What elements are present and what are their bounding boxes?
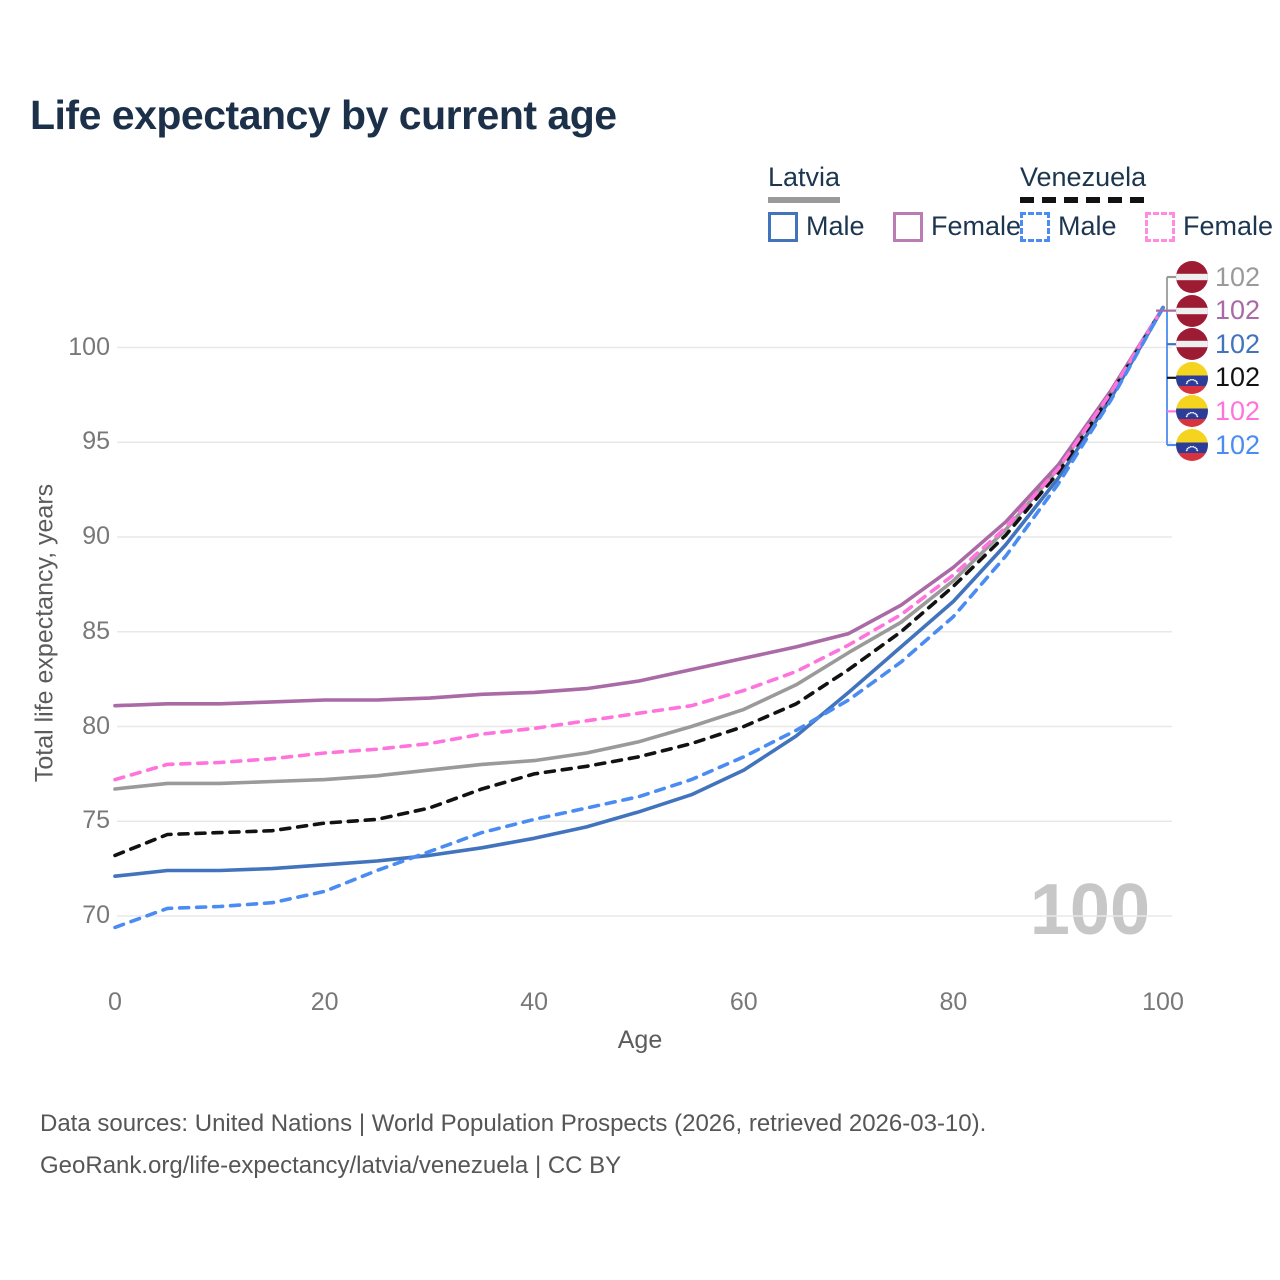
- y-tick-label-85: 85: [82, 616, 110, 645]
- latvia-flag-icon: [1176, 328, 1208, 361]
- y-tick-label-70: 70: [82, 901, 110, 929]
- x-tick-label-80: 80: [939, 988, 968, 1016]
- latvia-line-style-sample: [768, 197, 841, 203]
- y-tick-label-75: 75: [82, 806, 110, 835]
- end-label-row-venezuela-all: 102: [1176, 361, 1260, 395]
- end-label-row-latvia-female: 102: [1176, 294, 1260, 328]
- x-axis-title: Age: [617, 1026, 663, 1054]
- legend-item-latvia-male[interactable]: Male: [768, 211, 865, 242]
- y-tick-label-100: 100: [68, 332, 110, 361]
- latvia-female-swatch: [892, 211, 923, 242]
- venezuela-line-style-sample: [1020, 197, 1147, 203]
- end-label-connector: [1156, 275, 1177, 447]
- x-tick-label-20: 20: [310, 988, 339, 1016]
- series-line-latvia-female[interactable]: [113, 305, 1165, 708]
- end-value-label: 102: [1215, 261, 1261, 292]
- legend-group-venezuela: Venezuela Male Female: [1020, 162, 1280, 247]
- x-tick-label-40: 40: [520, 988, 549, 1016]
- latvia-female-label: Female: [930, 211, 1022, 241]
- page-title: Life expectancy by current age: [30, 92, 617, 138]
- latvia-flag-icon: [1176, 294, 1208, 327]
- end-label-row-latvia-all: 102: [1176, 260, 1260, 294]
- legend-country-latvia-label: Latvia: [768, 162, 841, 192]
- series-line-latvia-male[interactable]: [113, 305, 1165, 879]
- age-watermark: 100: [1029, 870, 1150, 950]
- end-value-label: 102: [1215, 395, 1261, 426]
- end-value-label: 102: [1215, 429, 1261, 460]
- gridlines: [117, 346, 1172, 917]
- end-value-label: 102: [1215, 362, 1261, 393]
- attribution-link[interactable]: GeoRank.org/life-expectancy/latvia/venez…: [40, 1152, 622, 1179]
- venezuela-flag-icon: [1176, 429, 1208, 461]
- legend-country-latvia[interactable]: Latvia: [768, 162, 841, 203]
- legend-country-venezuela[interactable]: Venezuela: [1020, 162, 1147, 203]
- venezuela-flag-icon: [1176, 395, 1208, 428]
- y-tick-label-95: 95: [82, 427, 110, 456]
- venezuela-male-swatch: [1020, 211, 1050, 242]
- venezuela-female-swatch: [1144, 211, 1175, 242]
- data-sources-note: Data sources: United Nations | World Pop…: [40, 1110, 987, 1137]
- legend-item-latvia-female[interactable]: Female: [892, 211, 1022, 242]
- venezuela-male-label: Male: [1058, 211, 1117, 241]
- legend-country-venezuela-label: Venezuela: [1020, 162, 1147, 192]
- end-label-row-latvia-male: 102: [1176, 327, 1260, 361]
- venezuela-flag-icon: [1176, 361, 1208, 394]
- x-tick-label-100: 100: [1142, 988, 1184, 1016]
- legend-group-latvia: Latvia Male Female: [768, 162, 1045, 247]
- series-line-latvia-all[interactable]: [113, 305, 1165, 791]
- latvia-male-swatch: [768, 211, 798, 242]
- latvia-flag-icon: [1176, 261, 1208, 293]
- venezuela-female-label: Female: [1182, 211, 1274, 241]
- end-label-row-venezuela-male: 102: [1176, 428, 1260, 462]
- y-tick-label-90: 90: [82, 522, 110, 550]
- x-tick-label-60: 60: [729, 988, 758, 1016]
- legend-item-venezuela-female[interactable]: Female: [1144, 211, 1274, 242]
- series-line-venezuela-all[interactable]: [113, 305, 1165, 858]
- end-label-row-venezuela-female: 102: [1176, 394, 1260, 428]
- end-value-label: 102: [1215, 295, 1261, 326]
- series-lines: [113, 305, 1165, 930]
- y-tick-label-80: 80: [82, 711, 110, 740]
- x-tick-label-0: 0: [108, 988, 122, 1016]
- series-line-venezuela-male[interactable]: [113, 305, 1165, 930]
- legend-item-venezuela-male[interactable]: Male: [1020, 211, 1117, 242]
- series-line-venezuela-female[interactable]: [113, 305, 1165, 782]
- latvia-male-label: Male: [806, 211, 865, 241]
- end-value-label: 102: [1215, 328, 1261, 359]
